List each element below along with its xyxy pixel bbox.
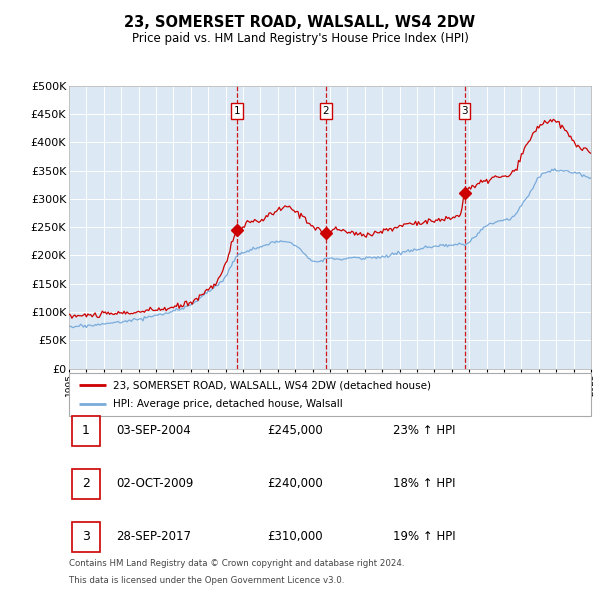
Text: 23, SOMERSET ROAD, WALSALL, WS4 2DW: 23, SOMERSET ROAD, WALSALL, WS4 2DW (124, 15, 476, 30)
FancyBboxPatch shape (71, 522, 100, 552)
Text: £240,000: £240,000 (268, 477, 323, 490)
Text: 28-SEP-2017: 28-SEP-2017 (116, 530, 191, 543)
Text: £310,000: £310,000 (268, 530, 323, 543)
Text: 02-OCT-2009: 02-OCT-2009 (116, 477, 193, 490)
Text: 18% ↑ HPI: 18% ↑ HPI (392, 477, 455, 490)
FancyBboxPatch shape (71, 469, 100, 499)
FancyBboxPatch shape (71, 416, 100, 445)
Text: 2: 2 (82, 477, 89, 490)
Text: 2: 2 (322, 106, 329, 116)
Text: 3: 3 (82, 530, 89, 543)
Text: This data is licensed under the Open Government Licence v3.0.: This data is licensed under the Open Gov… (69, 576, 344, 585)
Text: 3: 3 (461, 106, 468, 116)
Text: 23, SOMERSET ROAD, WALSALL, WS4 2DW (detached house): 23, SOMERSET ROAD, WALSALL, WS4 2DW (det… (113, 381, 431, 391)
Text: Contains HM Land Registry data © Crown copyright and database right 2024.: Contains HM Land Registry data © Crown c… (69, 559, 404, 569)
Text: HPI: Average price, detached house, Walsall: HPI: Average price, detached house, Wals… (113, 399, 343, 409)
Text: 23% ↑ HPI: 23% ↑ HPI (392, 424, 455, 437)
Text: 1: 1 (82, 424, 89, 437)
Text: £245,000: £245,000 (268, 424, 323, 437)
Text: 1: 1 (234, 106, 241, 116)
Text: Price paid vs. HM Land Registry's House Price Index (HPI): Price paid vs. HM Land Registry's House … (131, 32, 469, 45)
Text: 19% ↑ HPI: 19% ↑ HPI (392, 530, 455, 543)
Text: 03-SEP-2004: 03-SEP-2004 (116, 424, 191, 437)
